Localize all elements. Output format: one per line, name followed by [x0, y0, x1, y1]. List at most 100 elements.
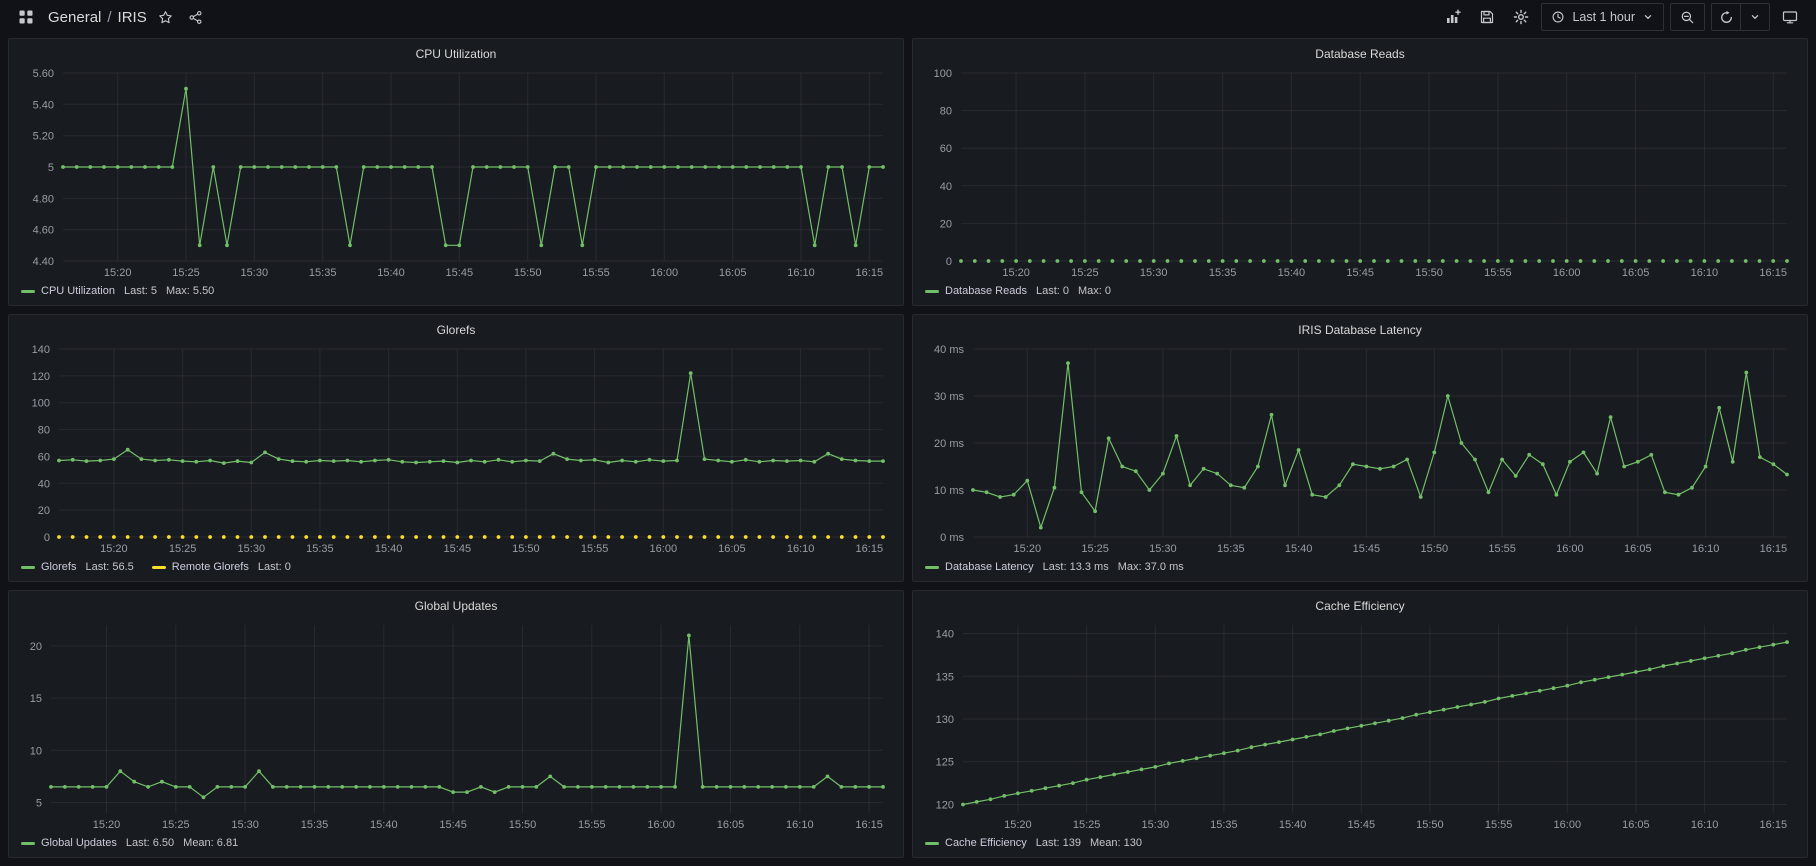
svg-text:4.80: 4.80 — [33, 193, 54, 205]
breadcrumb-separator: / — [107, 8, 112, 26]
svg-text:15:35: 15:35 — [1210, 819, 1238, 831]
legend-item[interactable]: Remote Glorefs Last: 0 — [151, 561, 291, 573]
svg-text:40 ms: 40 ms — [934, 344, 964, 356]
svg-text:15:25: 15:25 — [162, 819, 190, 831]
star-dashboard-button[interactable] — [155, 6, 177, 28]
svg-text:10 ms: 10 ms — [934, 485, 964, 497]
svg-text:15:35: 15:35 — [306, 543, 334, 555]
svg-text:16:10: 16:10 — [786, 819, 814, 831]
panel-title[interactable]: Database Reads — [1315, 47, 1405, 61]
legend: CPU Utilization Last: 5 Max: 5.50 — [19, 281, 893, 301]
legend-label: Database Reads — [945, 285, 1027, 297]
svg-text:15:20: 15:20 — [104, 267, 132, 279]
dashboard-settings-button[interactable] — [1507, 3, 1535, 31]
svg-text:80: 80 — [940, 106, 952, 118]
svg-text:16:05: 16:05 — [717, 819, 745, 831]
svg-text:0: 0 — [946, 256, 952, 268]
svg-text:4.40: 4.40 — [33, 256, 54, 268]
svg-text:16:00: 16:00 — [647, 819, 675, 831]
share-dashboard-button[interactable] — [185, 6, 207, 28]
panel-title[interactable]: Glorefs — [436, 323, 476, 337]
svg-text:40: 40 — [38, 478, 50, 490]
svg-text:15: 15 — [30, 693, 42, 705]
svg-text:15:30: 15:30 — [231, 819, 259, 831]
svg-text:135: 135 — [936, 671, 954, 683]
svg-text:120: 120 — [936, 800, 954, 812]
svg-text:15:25: 15:25 — [172, 267, 200, 279]
svg-text:130: 130 — [936, 714, 954, 726]
search-minus-icon — [1681, 11, 1694, 23]
legend-swatch — [21, 841, 35, 845]
breadcrumb-folder[interactable]: General — [48, 8, 102, 26]
panel-glorefs: Glorefs 0 20 40 60 80 100 120 140 15:20 15:25 15:3… — [8, 314, 904, 582]
time-range-button[interactable]: Last 1 hour — [1541, 3, 1664, 31]
svg-text:10: 10 — [30, 745, 42, 757]
svg-text:0: 0 — [44, 532, 50, 544]
svg-text:15:45: 15:45 — [444, 543, 472, 555]
svg-text:20: 20 — [30, 641, 42, 653]
svg-text:5.40: 5.40 — [33, 99, 54, 111]
svg-text:16:00: 16:00 — [651, 267, 679, 279]
chart-database-latency[interactable]: 0 ms 10 ms 20 ms 30 ms 40 ms 15:20 15:25 15:30 1… — [923, 341, 1797, 557]
svg-text:20 ms: 20 ms — [934, 438, 964, 450]
legend-stat: Max: 5.50 — [166, 285, 215, 297]
breadcrumb-dashboard[interactable]: IRIS — [117, 8, 147, 26]
legend-stat: Max: 37.0 ms — [1117, 561, 1184, 573]
svg-text:20: 20 — [38, 505, 50, 517]
apps-grid-icon — [19, 10, 33, 24]
panel-global-updates: Global Updates 5 10 15 20 15:20 15:25 15:30 15:… — [8, 590, 904, 858]
panel-title[interactable]: IRIS Database Latency — [1298, 323, 1422, 337]
svg-text:16:00: 16:00 — [1553, 267, 1581, 279]
svg-text:15:55: 15:55 — [1488, 543, 1516, 555]
svg-text:15:35: 15:35 — [1209, 267, 1237, 279]
legend-stat: Mean: 6.81 — [183, 837, 239, 849]
chart-database-reads[interactable]: 0 20 40 60 80 100 15:20 15:25 15:30 15:35 15:40 15:… — [923, 65, 1797, 281]
svg-text:5.60: 5.60 — [33, 68, 54, 80]
time-range-label: Last 1 hour — [1572, 10, 1635, 24]
svg-text:15:45: 15:45 — [1348, 819, 1376, 831]
legend-stat: Last: 56.5 — [85, 561, 134, 573]
panel-title[interactable]: Global Updates — [414, 599, 498, 613]
svg-text:15:50: 15:50 — [509, 819, 537, 831]
chart-cache-efficiency[interactable]: 120 125 130 135 140 15:20 15:25 15:30 15:35 15:40… — [923, 617, 1797, 833]
chart-global-updates[interactable]: 5 10 15 20 15:20 15:25 15:30 15:35 15:40 15:45 15:… — [19, 617, 893, 833]
svg-text:15:35: 15:35 — [301, 819, 329, 831]
legend-item[interactable]: CPU Utilization Last: 5 Max: 5.50 — [21, 285, 214, 297]
svg-text:15:30: 15:30 — [1140, 267, 1168, 279]
legend: Database Latency Last: 13.3 ms Max: 37.0… — [923, 557, 1797, 577]
chevron-down-icon — [1644, 15, 1652, 20]
gear-icon — [1514, 9, 1529, 25]
refresh-interval-button[interactable] — [1741, 4, 1769, 30]
panel-title[interactable]: CPU Utilization — [415, 47, 497, 61]
legend-item[interactable]: Glorefs Last: 56.5 — [21, 561, 134, 573]
svg-text:16:15: 16:15 — [1759, 267, 1787, 279]
panel-title[interactable]: Cache Efficiency — [1315, 599, 1405, 613]
svg-text:16:00: 16:00 — [650, 543, 678, 555]
chart-cpu-utilization[interactable]: 4.40 4.60 4.80 5 5.20 5.40 5.60 15:20 15:25 15:30… — [19, 65, 893, 281]
legend-item[interactable]: Cache Efficiency Last: 139 Mean: 130 — [925, 837, 1142, 849]
legend-item[interactable]: Database Latency Last: 13.3 ms Max: 37.0… — [925, 561, 1184, 573]
svg-text:16:15: 16:15 — [855, 819, 883, 831]
dashboards-button[interactable] — [12, 3, 40, 31]
cycle-view-button[interactable] — [1776, 3, 1804, 31]
legend-label: Database Latency — [945, 561, 1034, 573]
zoom-out-button[interactable] — [1670, 3, 1705, 31]
svg-text:15:50: 15:50 — [1416, 819, 1444, 831]
svg-text:16:00: 16:00 — [1556, 543, 1584, 555]
save-dashboard-button[interactable] — [1473, 3, 1501, 31]
svg-text:15:20: 15:20 — [100, 543, 128, 555]
refresh-divider — [1740, 4, 1741, 30]
svg-text:120: 120 — [32, 371, 50, 383]
legend-item[interactable]: Global Updates Last: 6.50 Mean: 6.81 — [21, 837, 238, 849]
clock-icon — [1552, 11, 1564, 23]
dashboard-grid: CPU Utilization 4.40 4.60 4.80 5 5.20 5.40 5.6… — [0, 34, 1816, 866]
panel-cache-efficiency: Cache Efficiency 120 125 130 135 140 15:20 15:… — [912, 590, 1808, 858]
add-panel-button[interactable] — [1439, 3, 1467, 31]
legend-stat: Last: 0 — [257, 561, 291, 573]
svg-text:15:25: 15:25 — [1071, 267, 1099, 279]
save-icon — [1481, 10, 1494, 24]
legend-item[interactable]: Database Reads Last: 0 Max: 0 — [925, 285, 1111, 297]
refresh-button[interactable] — [1712, 4, 1740, 30]
chart-glorefs[interactable]: 0 20 40 60 80 100 120 140 15:20 15:25 15:30 15:35 15… — [19, 341, 893, 557]
legend: Glorefs Last: 56.5 Remote Glorefs Last: … — [19, 557, 893, 577]
